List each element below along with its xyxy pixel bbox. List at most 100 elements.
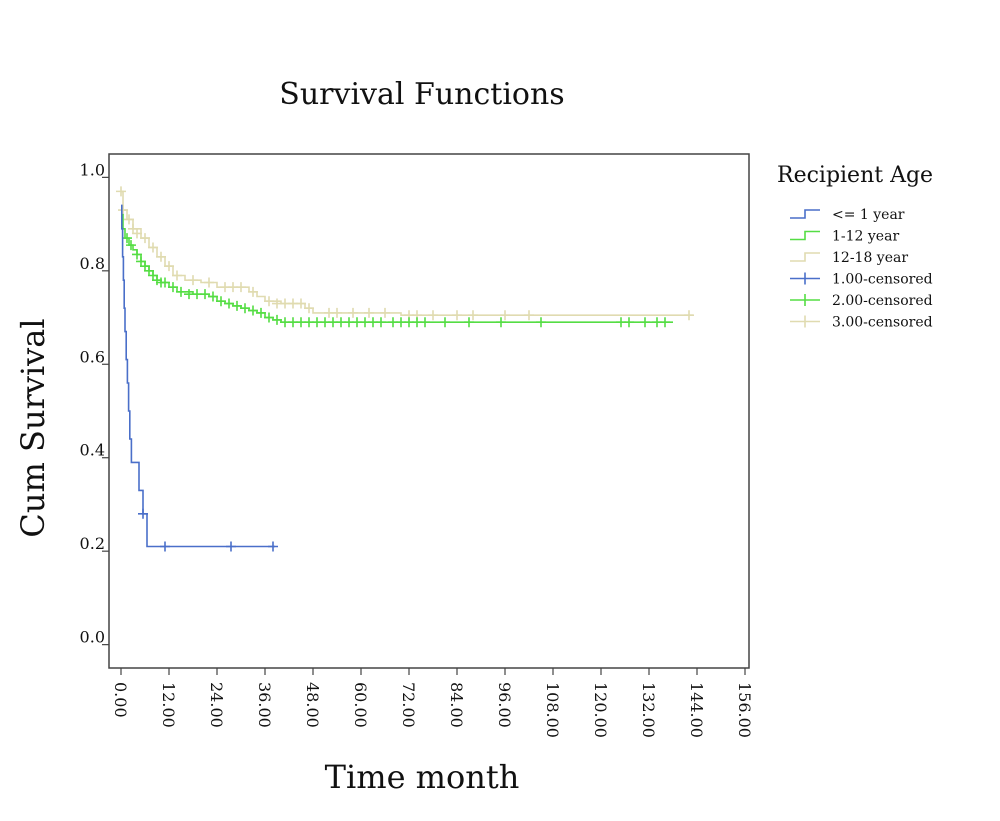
legend-entry: 2.00-censored bbox=[790, 293, 933, 309]
censor-mark bbox=[240, 303, 250, 314]
censor-mark bbox=[524, 310, 534, 321]
censor-mark bbox=[500, 310, 510, 321]
legend-entry: <= 1 year bbox=[790, 207, 905, 223]
censor-mark bbox=[124, 214, 134, 225]
censor-mark bbox=[264, 296, 274, 307]
legend-entry: 12-18 year bbox=[790, 250, 908, 266]
censor-mark bbox=[440, 317, 450, 328]
y-tick-label: 1.0 bbox=[80, 160, 105, 179]
series-step-line bbox=[121, 190, 693, 316]
censor-mark bbox=[122, 233, 132, 244]
censor-mark bbox=[256, 307, 266, 318]
censor-mark bbox=[126, 240, 136, 251]
censor-mark bbox=[140, 233, 150, 244]
series-layer bbox=[116, 186, 694, 552]
legend-label: 2.00-censored bbox=[832, 293, 933, 309]
legend-label: 1.00-censored bbox=[832, 272, 933, 288]
censor-mark bbox=[208, 291, 218, 302]
censor-mark bbox=[200, 289, 210, 300]
censor-mark bbox=[376, 317, 386, 328]
censor-mark bbox=[268, 541, 278, 552]
legend-label: 3.00-censored bbox=[832, 315, 933, 331]
censor-mark bbox=[188, 275, 198, 286]
censor-mark bbox=[452, 310, 462, 321]
x-tick-label: 120.00 bbox=[591, 682, 610, 738]
censor-mark bbox=[428, 310, 438, 321]
legend-entry: 1.00-censored bbox=[790, 272, 933, 288]
censor-mark bbox=[132, 249, 142, 260]
censor-mark bbox=[364, 307, 374, 318]
censor-mark bbox=[224, 298, 234, 309]
censor-mark bbox=[160, 541, 170, 552]
censor-mark bbox=[226, 541, 236, 552]
censor-mark bbox=[138, 508, 148, 519]
series-1 bbox=[121, 204, 278, 552]
censor-mark bbox=[116, 186, 126, 197]
y-tick-label: 0.4 bbox=[80, 441, 105, 460]
censor-mark bbox=[148, 242, 158, 253]
x-tick-label: 12.00 bbox=[159, 682, 178, 728]
x-tick-label: 132.00 bbox=[639, 682, 658, 738]
y-tick-label: 0.0 bbox=[80, 628, 105, 647]
censor-mark bbox=[264, 312, 274, 323]
legend-entries: <= 1 year 1-12 year 12-18 year 1.00-censore… bbox=[790, 207, 933, 331]
x-axis: 0.00 12.00 24.00 36.00 48.00 60.00 72.00 84.00 9… bbox=[111, 668, 754, 738]
censor-mark bbox=[420, 317, 430, 328]
censor-mark bbox=[160, 277, 170, 288]
x-tick-label: 156.00 bbox=[735, 682, 754, 738]
legend-step-symbol bbox=[790, 230, 820, 241]
censor-mark bbox=[272, 314, 282, 325]
x-tick-label: 108.00 bbox=[543, 682, 562, 738]
censor-mark bbox=[660, 317, 670, 328]
x-tick-label: 0.00 bbox=[111, 682, 130, 718]
y-axis-title: Cum Survival bbox=[14, 318, 52, 537]
censor-mark bbox=[468, 310, 478, 321]
censor-mark bbox=[172, 270, 182, 281]
series-step-line bbox=[121, 213, 673, 323]
chart-title: Survival Functions bbox=[279, 77, 564, 112]
censor-mark bbox=[684, 310, 694, 321]
legend: Recipient Age <= 1 year 1-12 year 12-18 ye… bbox=[777, 163, 933, 331]
legend-entry: 1-12 year bbox=[790, 229, 899, 245]
x-tick-label: 48.00 bbox=[303, 682, 322, 728]
x-tick-label: 72.00 bbox=[399, 682, 418, 728]
y-tick-label: 0.6 bbox=[80, 347, 105, 366]
censor-mark bbox=[118, 205, 128, 216]
censor-mark bbox=[296, 298, 306, 309]
x-tick-label: 84.00 bbox=[447, 682, 466, 728]
legend-entry: 3.00-censored bbox=[790, 315, 933, 331]
censor-mark bbox=[204, 277, 214, 288]
censor-mark bbox=[168, 282, 178, 293]
censor-mark bbox=[232, 300, 242, 311]
legend-title: Recipient Age bbox=[777, 163, 933, 188]
censor-mark bbox=[156, 251, 166, 262]
legend-label: 12-18 year bbox=[832, 250, 908, 266]
plot-frame bbox=[108, 153, 750, 669]
censor-mark bbox=[248, 305, 258, 316]
censor-mark bbox=[304, 303, 314, 314]
censor-mark bbox=[380, 307, 390, 318]
censor-mark bbox=[332, 307, 342, 318]
y-tick-label: 0.2 bbox=[80, 534, 105, 553]
x-tick-label: 24.00 bbox=[207, 682, 226, 728]
legend-label: 1-12 year bbox=[832, 229, 899, 245]
x-axis-title: Time month bbox=[325, 758, 520, 796]
series-3 bbox=[116, 186, 694, 321]
y-tick-label: 0.8 bbox=[80, 254, 105, 273]
x-tick-label: 36.00 bbox=[255, 682, 274, 728]
series-2 bbox=[121, 213, 673, 328]
censor-mark bbox=[132, 228, 142, 239]
censor-mark bbox=[348, 307, 358, 318]
x-tick-label: 144.00 bbox=[687, 682, 706, 738]
censor-mark bbox=[496, 317, 506, 328]
x-tick-label: 96.00 bbox=[495, 682, 514, 728]
censor-mark bbox=[236, 282, 246, 293]
censor-mark bbox=[164, 261, 174, 272]
censor-mark bbox=[536, 317, 546, 328]
censor-mark bbox=[216, 296, 226, 307]
legend-censor-symbol bbox=[790, 315, 820, 328]
legend-censor-symbol bbox=[790, 294, 820, 306]
censor-mark bbox=[464, 317, 474, 328]
